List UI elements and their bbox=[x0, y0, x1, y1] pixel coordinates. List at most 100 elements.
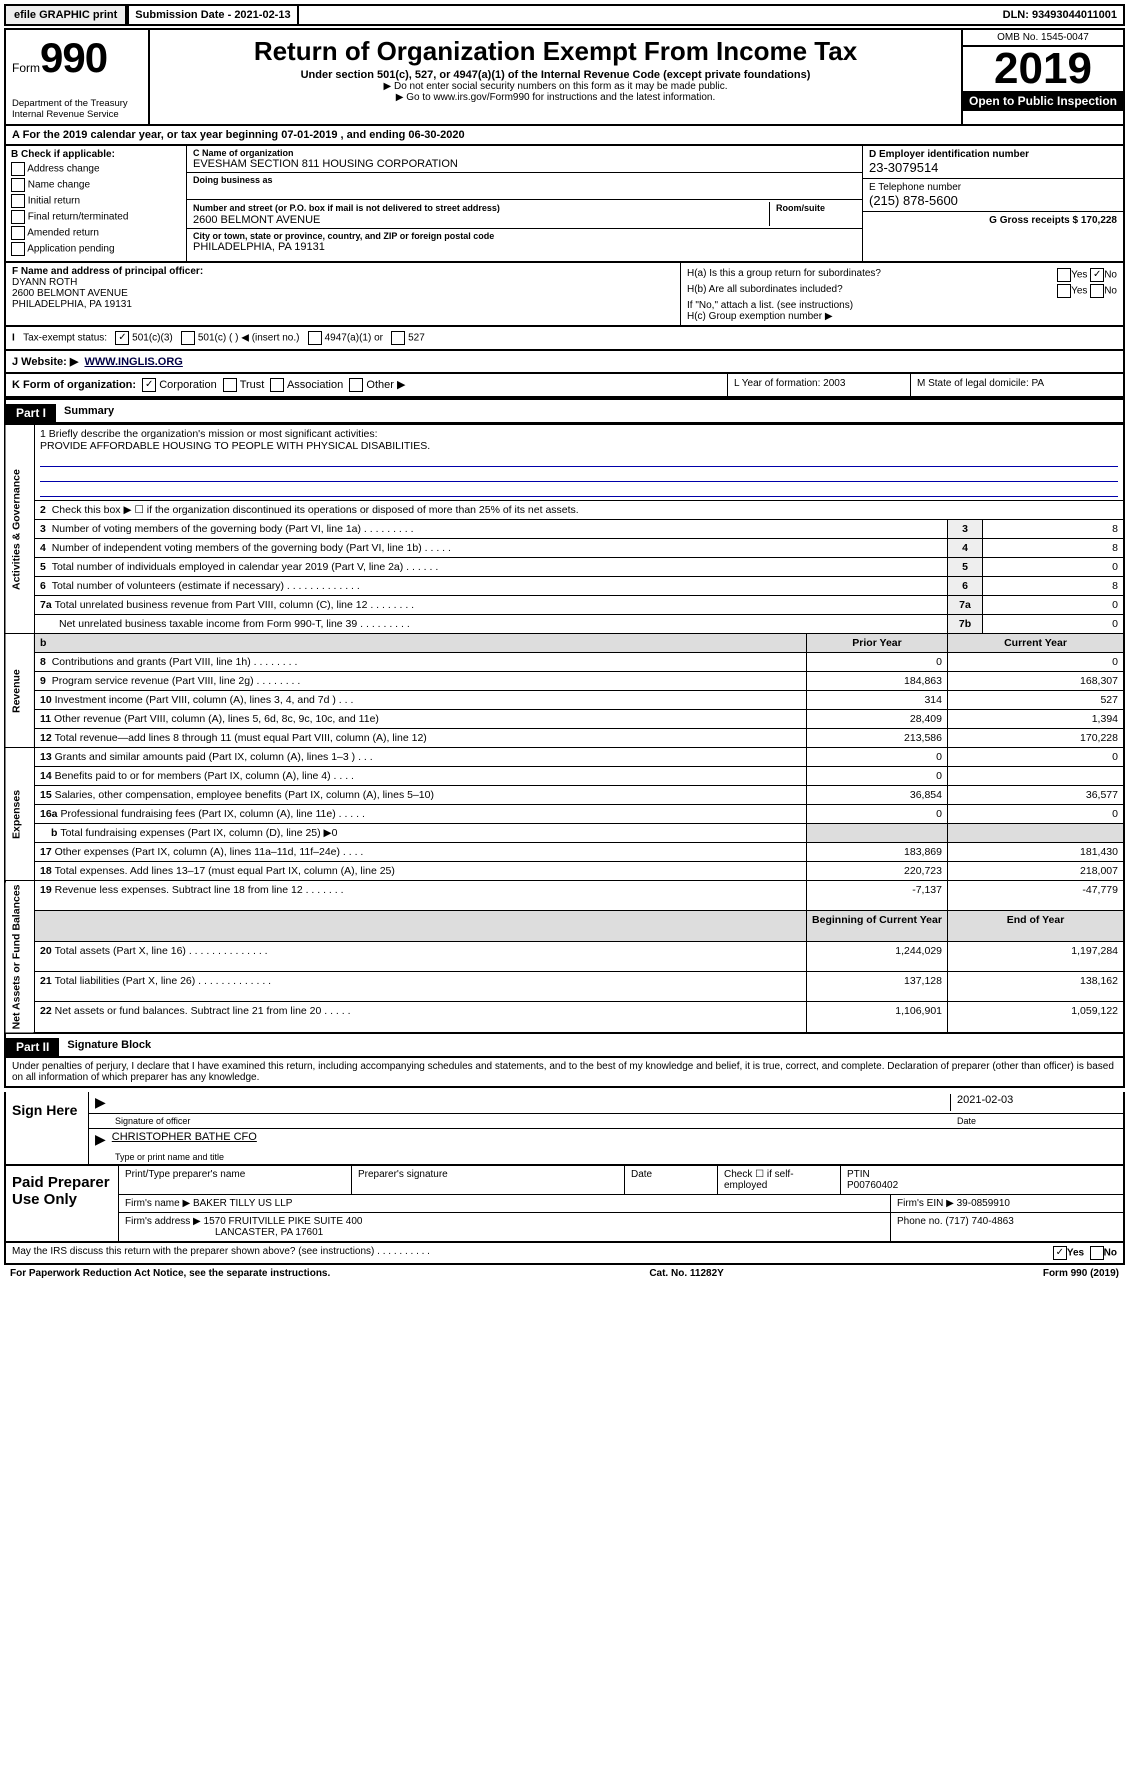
c19: -47,779 bbox=[948, 881, 1125, 911]
chk-corp[interactable]: ✓ bbox=[142, 378, 156, 392]
chk-trust[interactable] bbox=[223, 378, 237, 392]
discuss-row: May the IRS discuss this return with the… bbox=[4, 1243, 1125, 1265]
p16a: 0 bbox=[807, 805, 948, 824]
section-f: F Name and address of principal officer:… bbox=[4, 263, 1125, 327]
firm-addr2: LANCASTER, PA 17601 bbox=[125, 1227, 323, 1238]
p15: 36,854 bbox=[807, 786, 948, 805]
k-row: K Form of organization: ✓ Corporation Tr… bbox=[4, 374, 1125, 398]
footer: For Paperwork Reduction Act Notice, see … bbox=[4, 1265, 1125, 1282]
hb-no[interactable] bbox=[1090, 284, 1104, 298]
c13: 0 bbox=[948, 748, 1125, 767]
ein: 23-3079514 bbox=[869, 160, 1117, 175]
p19: -7,137 bbox=[807, 881, 948, 911]
chk-final-return[interactable]: Final return/terminated bbox=[11, 210, 181, 224]
hc-group: H(c) Group exemption number ▶ bbox=[687, 311, 1117, 322]
chk-amended[interactable]: Amended return bbox=[11, 226, 181, 240]
c14 bbox=[948, 767, 1125, 786]
line-8: Contributions and grants (Part VIII, lin… bbox=[52, 656, 298, 668]
val-5: 0 bbox=[983, 558, 1125, 577]
discuss-no[interactable] bbox=[1090, 1246, 1104, 1260]
part2-title: Signature Block bbox=[59, 1039, 151, 1051]
c21: 138,162 bbox=[948, 972, 1125, 1002]
website-link[interactable]: WWW.INGLIS.ORG bbox=[84, 356, 182, 368]
c10: 527 bbox=[948, 691, 1125, 710]
city-label: City or town, state or province, country… bbox=[193, 231, 856, 241]
dln: DLN: 93493044011001 bbox=[997, 6, 1123, 24]
side-revenue: Revenue bbox=[5, 634, 35, 748]
line-4: Number of independent voting members of … bbox=[52, 542, 451, 554]
ssn-note: ▶ Do not enter social security numbers o… bbox=[156, 81, 955, 92]
chk-app-pending[interactable]: Application pending bbox=[11, 242, 181, 256]
mission-text: PROVIDE AFFORDABLE HOUSING TO PEOPLE WIT… bbox=[40, 440, 1118, 452]
hdr-begin: Beginning of Current Year bbox=[807, 911, 948, 941]
org-name: EVESHAM SECTION 811 HOUSING CORPORATION bbox=[193, 158, 856, 170]
p8: 0 bbox=[807, 653, 948, 672]
part1-bar: Part I Summary bbox=[4, 398, 1125, 424]
title-cell: Return of Organization Exempt From Incom… bbox=[150, 30, 963, 124]
p11: 28,409 bbox=[807, 710, 948, 729]
chk-501c3[interactable]: ✓ bbox=[115, 331, 129, 345]
chk-4947[interactable] bbox=[308, 331, 322, 345]
val-7a: 0 bbox=[983, 596, 1125, 615]
chk-other[interactable] bbox=[349, 378, 363, 392]
part1-title: Summary bbox=[56, 405, 114, 417]
chk-527[interactable] bbox=[391, 331, 405, 345]
e-phone-label: E Telephone number bbox=[869, 182, 1117, 193]
c12: 170,228 bbox=[948, 729, 1125, 748]
line-21: Total liabilities (Part X, line 26) . . … bbox=[55, 975, 272, 987]
submission-date: Submission Date - 2021-02-13 bbox=[127, 6, 298, 24]
part2-bar: Part II Signature Block bbox=[4, 1034, 1125, 1058]
chk-initial-return[interactable]: Initial return bbox=[11, 194, 181, 208]
efile-graphic-btn[interactable]: efile GRAPHIC print bbox=[6, 6, 127, 24]
goto-note: ▶ Go to www.irs.gov/Form990 for instruct… bbox=[156, 92, 955, 103]
k-form-org: K Form of organization: ✓ Corporation Tr… bbox=[6, 374, 727, 396]
c11: 1,394 bbox=[948, 710, 1125, 729]
hb-yes[interactable] bbox=[1057, 284, 1071, 298]
top-bar: efile GRAPHIC print Submission Date - 20… bbox=[4, 4, 1125, 26]
ptin: P00760402 bbox=[847, 1180, 898, 1191]
officer-name-title: CHRISTOPHER BATHE CFO bbox=[106, 1131, 1117, 1148]
tax-exempt-row: I Tax-exempt status: ✓ 501(c)(3) 501(c) … bbox=[4, 327, 1125, 351]
sign-here-label: Sign Here bbox=[6, 1092, 89, 1164]
tax-status-label: Tax-exempt status: bbox=[23, 333, 107, 344]
f-label: F Name and address of principal officer: bbox=[12, 266, 674, 277]
c20: 1,197,284 bbox=[948, 941, 1125, 971]
ptin-lbl: PTIN bbox=[847, 1169, 870, 1180]
open-inspection: Open to Public Inspection bbox=[963, 91, 1123, 111]
room-label: Room/suite bbox=[776, 203, 825, 213]
line-13: Grants and similar amounts paid (Part IX… bbox=[55, 751, 373, 763]
side-governance: Activities & Governance bbox=[5, 425, 35, 634]
discuss-q: May the IRS discuss this return with the… bbox=[12, 1246, 430, 1260]
hb-note: If "No," attach a list. (see instruction… bbox=[687, 300, 1117, 311]
chk-address-change[interactable]: Address change bbox=[11, 162, 181, 176]
chk-name-change[interactable]: Name change bbox=[11, 178, 181, 192]
dba-label: Doing business as bbox=[193, 175, 856, 185]
hb-question: H(b) Are all subordinates included? bbox=[687, 284, 843, 298]
right-box: OMB No. 1545-0047 2019 Open to Public In… bbox=[963, 30, 1123, 124]
hdr-current: Current Year bbox=[948, 634, 1125, 653]
website-label: J Website: ▶ bbox=[12, 356, 78, 368]
val-4: 8 bbox=[983, 539, 1125, 558]
line-2: Check this box ▶ ☐ if the organization d… bbox=[52, 504, 579, 516]
chk-assoc[interactable] bbox=[270, 378, 284, 392]
chk-501c[interactable] bbox=[181, 331, 195, 345]
ha-yes[interactable] bbox=[1057, 268, 1071, 282]
ha-no[interactable]: ✓ bbox=[1090, 268, 1104, 282]
line-6: Total number of volunteers (estimate if … bbox=[52, 580, 360, 592]
d-ein-label: D Employer identification number bbox=[869, 149, 1117, 160]
f-officer: F Name and address of principal officer:… bbox=[6, 263, 681, 325]
h-col: H(a) Is this a group return for subordin… bbox=[681, 263, 1123, 325]
line-5: Total number of individuals employed in … bbox=[52, 561, 439, 573]
line-10: Investment income (Part VIII, column (A)… bbox=[55, 694, 354, 706]
side-expenses: Expenses bbox=[5, 748, 35, 881]
form-header: Form990 Department of the Treasury Inter… bbox=[4, 28, 1125, 126]
line-15: Salaries, other compensation, employee b… bbox=[55, 789, 434, 801]
discuss-yes[interactable]: ✓ bbox=[1053, 1246, 1067, 1260]
firm-ein: 39-0859910 bbox=[957, 1198, 1010, 1209]
dept-treasury: Department of the Treasury Internal Reve… bbox=[12, 98, 142, 120]
sig-arrow-icon: ▶ bbox=[95, 1094, 106, 1111]
sig-date-lbl: Date bbox=[957, 1116, 1117, 1126]
sig-arrow2-icon: ▶ bbox=[95, 1131, 106, 1148]
line-19: Revenue less expenses. Subtract line 18 … bbox=[55, 884, 344, 896]
self-emp[interactable]: Check ☐ if self-employed bbox=[718, 1166, 841, 1194]
